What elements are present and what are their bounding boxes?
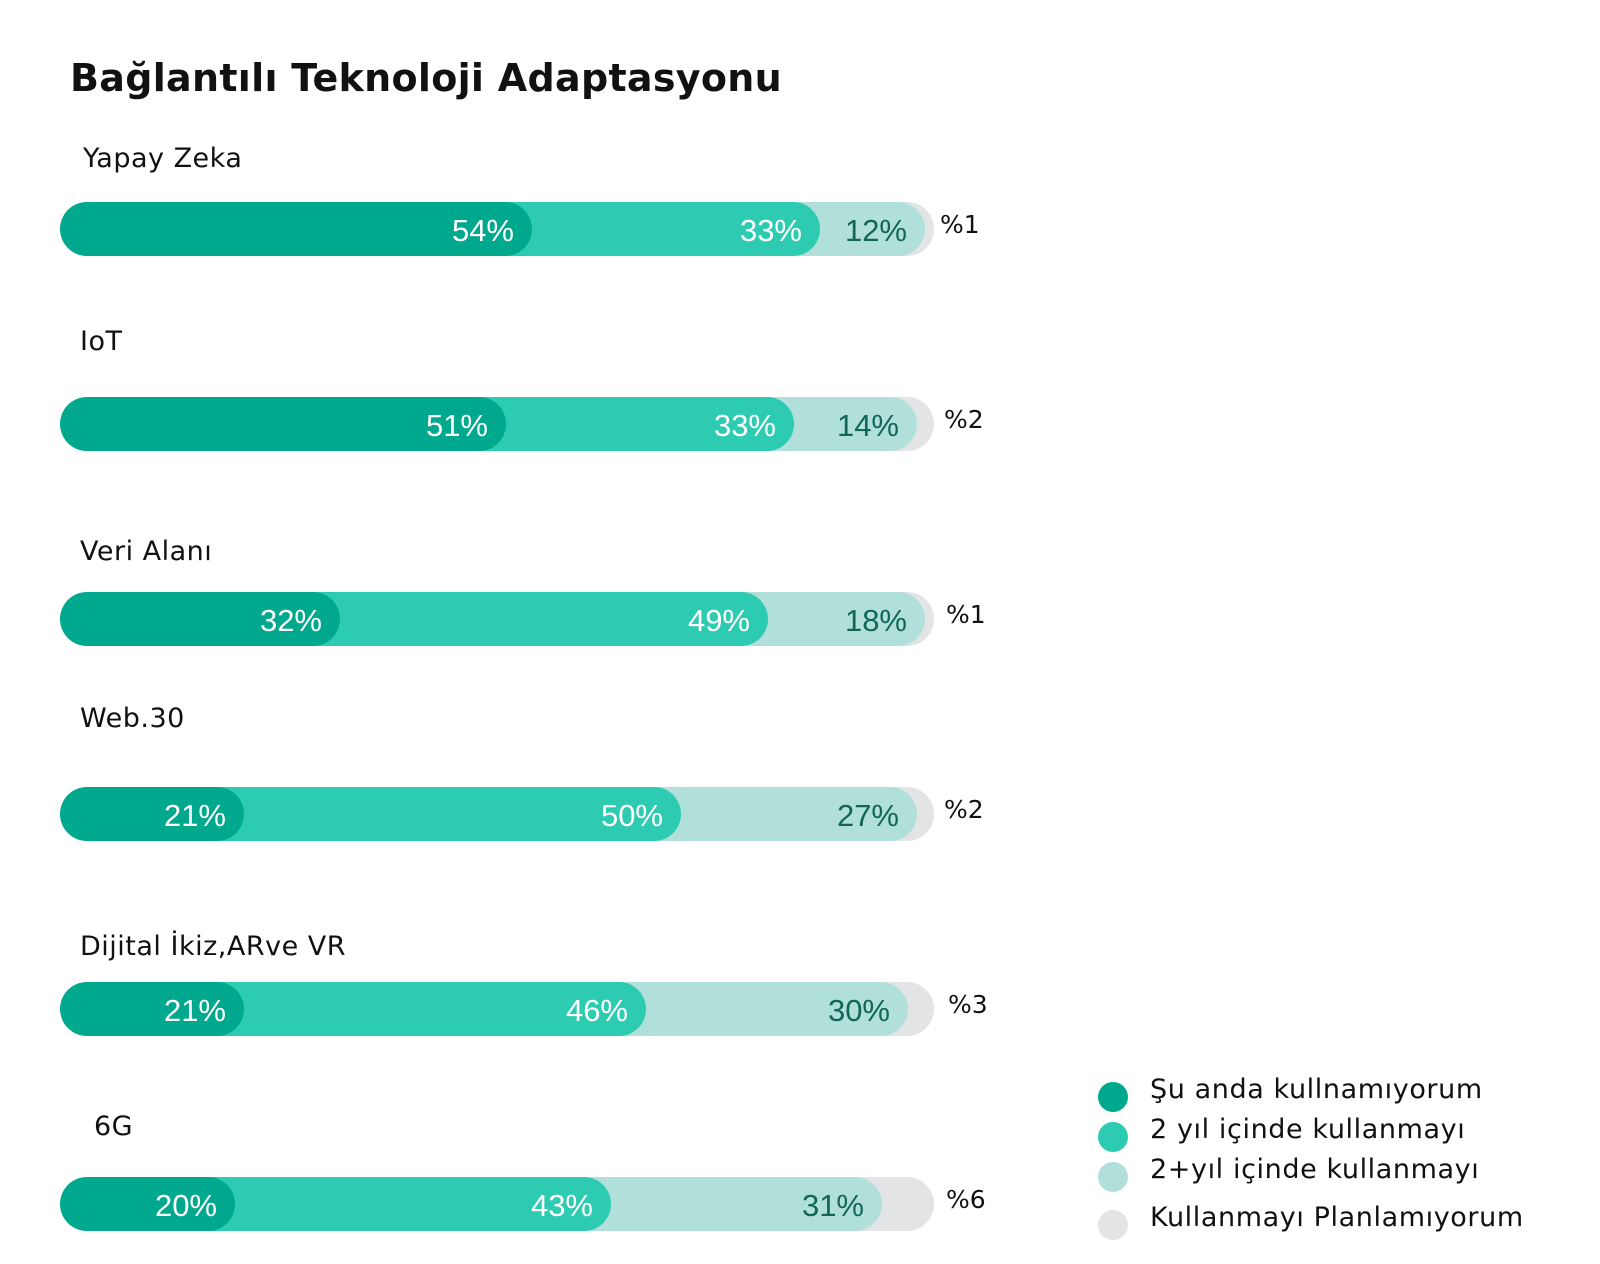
legend-swatch xyxy=(1098,1162,1128,1192)
row-label: Dijital İkiz,ARve VR xyxy=(80,931,346,962)
row-label: Veri Alanı xyxy=(80,536,213,567)
legend-swatch xyxy=(1098,1082,1128,1112)
bar-value-label: 46% xyxy=(565,993,628,1028)
bar-value-label: 33% xyxy=(739,213,802,248)
bar-value-label: 18% xyxy=(844,603,907,638)
bar-value-label: 32% xyxy=(259,603,322,638)
bar-value-label: 50% xyxy=(600,798,663,833)
legend-label: Şu anda kullnamıyorum xyxy=(1150,1074,1483,1105)
remainder-label: %6 xyxy=(946,1185,986,1214)
bar-value-label: 30% xyxy=(827,993,890,1028)
legend-swatch xyxy=(1098,1122,1128,1152)
remainder-label: %2 xyxy=(944,795,984,824)
bar-value-label: 51% xyxy=(425,408,488,443)
legend-label: 2+yıl içinde kullanmayı xyxy=(1150,1154,1480,1185)
bar-value-label: 14% xyxy=(836,408,899,443)
legend-item: Şu anda kullnamıyorum xyxy=(1098,1074,1578,1114)
bar-track: 32% 49% 18% xyxy=(60,592,934,646)
bar-segment xyxy=(60,397,506,451)
bar-value-label: 31% xyxy=(801,1188,864,1223)
legend-item: 2 yıl içinde kullanmayı xyxy=(1098,1114,1578,1154)
legend-swatch xyxy=(1098,1210,1128,1240)
row-label: IoT xyxy=(80,326,123,357)
remainder-label: %2 xyxy=(944,405,984,434)
bar-segment xyxy=(60,202,532,256)
bar-track: 54% 33% 12% xyxy=(60,202,934,256)
row-label: 6G xyxy=(94,1111,134,1142)
bar-value-label: 33% xyxy=(713,408,776,443)
bar-value-label: 20% xyxy=(154,1188,217,1223)
legend-item: Kullanmayı Planlamıyorum xyxy=(1098,1202,1578,1242)
bar-track: 21% 50% 27% xyxy=(60,787,934,841)
bar-value-label: 49% xyxy=(687,603,750,638)
legend-label: 2 yıl içinde kullanmayı xyxy=(1150,1114,1466,1145)
legend-label: Kullanmayı Planlamıyorum xyxy=(1150,1202,1524,1233)
remainder-label: %3 xyxy=(948,990,988,1019)
bar-value-label: 21% xyxy=(163,993,226,1028)
bar-segment xyxy=(60,592,340,646)
legend-item: 2+yıl içinde kullanmayı xyxy=(1098,1154,1578,1194)
remainder-label: %1 xyxy=(946,600,986,629)
bar-track: 20% 43% 31% xyxy=(60,1177,934,1231)
bar-value-label: 54% xyxy=(451,213,514,248)
bar-value-label: 43% xyxy=(530,1188,593,1223)
bar-value-label: 12% xyxy=(844,213,907,248)
remainder-label: %1 xyxy=(940,210,980,239)
bar-value-label: 27% xyxy=(836,798,899,833)
row-label: Yapay Zeka xyxy=(83,143,243,174)
bar-value-label: 21% xyxy=(163,798,226,833)
bar-track: 51% 33% 14% xyxy=(60,397,934,451)
row-label: Web.30 xyxy=(80,703,185,734)
chart-title: Bağlantılı Teknoloji Adaptasyonu xyxy=(70,56,782,100)
bar-track: 21% 46% 30% xyxy=(60,982,934,1036)
bar-segment xyxy=(60,1177,235,1231)
bar-segment xyxy=(60,982,244,1036)
bar-segment xyxy=(60,787,244,841)
